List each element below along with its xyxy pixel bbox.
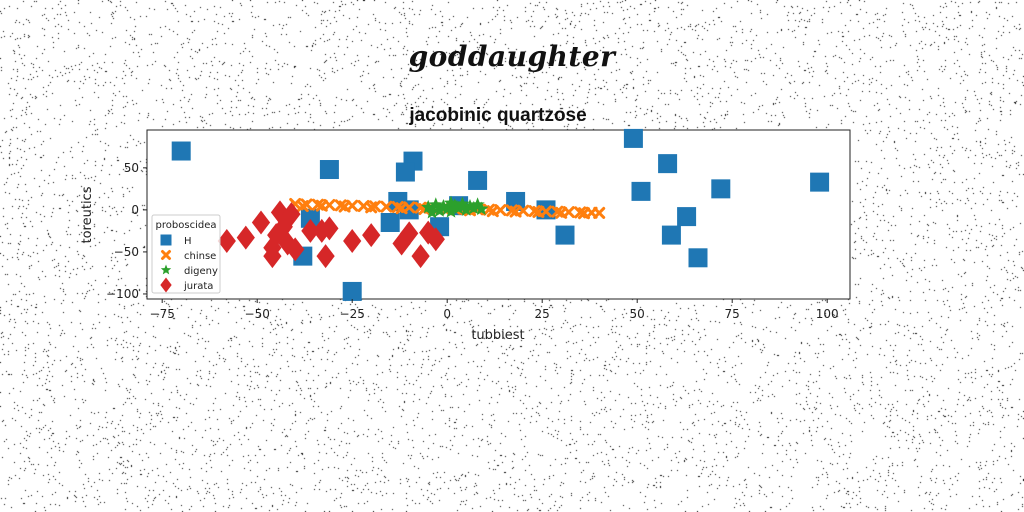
point-jurata bbox=[320, 216, 339, 241]
legend-marker-jurata bbox=[160, 277, 172, 293]
x-axis-label: tubbiest bbox=[471, 328, 524, 343]
point-H bbox=[658, 154, 678, 174]
point-jurata bbox=[316, 244, 335, 269]
legend-title: proboscidea bbox=[156, 220, 217, 231]
point-chinse bbox=[486, 205, 499, 218]
point-jurata bbox=[217, 228, 236, 253]
x-tick-label: −75 bbox=[150, 307, 175, 321]
point-H bbox=[395, 162, 415, 182]
point-chinse bbox=[395, 202, 408, 215]
point-jurata bbox=[286, 237, 305, 262]
point-jurata bbox=[312, 218, 331, 243]
legend-label-digeny: digeny bbox=[184, 266, 218, 277]
point-H bbox=[555, 225, 575, 245]
point-digeny bbox=[436, 199, 451, 213]
y-tick-label: −50 bbox=[114, 245, 139, 259]
point-H bbox=[380, 212, 400, 232]
point-jurata bbox=[400, 221, 419, 246]
point-jurata bbox=[251, 210, 271, 235]
point-jurata bbox=[274, 214, 293, 239]
x-tick-label: 100 bbox=[816, 307, 839, 321]
point-jurata bbox=[301, 218, 320, 243]
point-digeny bbox=[474, 201, 489, 216]
point-H bbox=[171, 141, 191, 161]
point-chinse bbox=[380, 200, 393, 213]
x-tick-label: −25 bbox=[340, 307, 365, 321]
point-H bbox=[623, 128, 643, 148]
y-tick-label: 50 bbox=[124, 161, 139, 175]
point-H bbox=[661, 225, 681, 245]
point-digeny bbox=[432, 203, 447, 217]
point-chinse bbox=[315, 199, 328, 212]
series-jurata bbox=[217, 200, 445, 269]
legend-label-jurata: jurata bbox=[183, 281, 213, 292]
point-jurata bbox=[236, 225, 255, 250]
legend-label-H: H bbox=[184, 236, 192, 247]
point-digeny bbox=[466, 200, 481, 215]
point-H bbox=[711, 179, 731, 199]
point-jurata bbox=[411, 244, 430, 269]
point-chinse bbox=[555, 206, 568, 219]
x-tick-label: 50 bbox=[630, 307, 645, 321]
point-H bbox=[688, 248, 708, 268]
point-H bbox=[677, 207, 697, 227]
point-digeny bbox=[443, 195, 459, 210]
point-jurata bbox=[362, 223, 381, 248]
marks-layer bbox=[171, 128, 830, 301]
y-axis-label: toreutics bbox=[80, 186, 95, 243]
point-digeny bbox=[421, 199, 436, 214]
y-tick-label: −100 bbox=[106, 287, 139, 301]
point-H bbox=[319, 160, 339, 180]
point-chinse bbox=[365, 201, 378, 214]
x-tick-label: 75 bbox=[725, 307, 740, 321]
point-chinse bbox=[296, 200, 309, 213]
point-jurata bbox=[282, 202, 301, 227]
series-digeny bbox=[421, 195, 489, 219]
point-H bbox=[810, 172, 830, 192]
point-digeny bbox=[470, 197, 485, 211]
x-tick-label: 0 bbox=[443, 307, 451, 321]
point-digeny bbox=[459, 202, 474, 216]
point-jurata bbox=[343, 228, 362, 253]
point-chinse bbox=[593, 206, 606, 219]
x-tick-label: −50 bbox=[245, 307, 270, 321]
axis-ticks: −75 −50 −25 0 25 50 75 100 50 0 −50 −100 bbox=[106, 161, 839, 321]
figure-suptitle: goddaughter bbox=[408, 40, 616, 73]
point-chinse bbox=[578, 207, 590, 220]
plot-area bbox=[146, 129, 851, 300]
legend-marker-digeny bbox=[160, 264, 172, 275]
point-chinse bbox=[509, 205, 522, 218]
point-digeny bbox=[447, 198, 462, 212]
legend-marker-H bbox=[160, 234, 172, 246]
point-chinse bbox=[532, 205, 545, 218]
legend-marker-chinse bbox=[161, 250, 171, 260]
point-H bbox=[631, 181, 651, 201]
chart-title: jacobinic quartzose bbox=[408, 105, 586, 126]
point-digeny bbox=[428, 197, 443, 211]
point-chinse bbox=[338, 200, 351, 213]
point-digeny bbox=[455, 196, 470, 211]
point-H bbox=[468, 170, 488, 190]
point-digeny bbox=[451, 200, 466, 215]
point-H bbox=[342, 281, 362, 301]
point-jurata bbox=[426, 227, 445, 252]
y-tick-label: 0 bbox=[131, 203, 139, 217]
point-digeny bbox=[424, 204, 440, 219]
legend-label-chinse: chinse bbox=[184, 251, 216, 262]
x-tick-label: 25 bbox=[535, 307, 550, 321]
point-H bbox=[300, 208, 320, 228]
